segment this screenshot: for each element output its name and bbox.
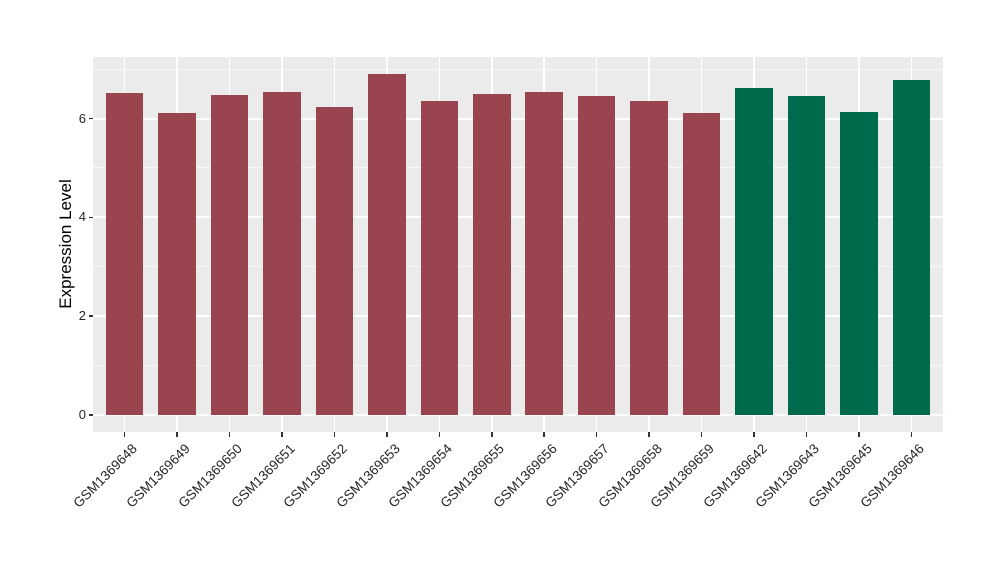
x-axis-tick xyxy=(281,432,283,437)
bar-GSM1369646 xyxy=(892,79,931,415)
minor-gridline xyxy=(93,68,943,70)
x-axis-tick xyxy=(176,432,178,437)
bar-GSM1369651 xyxy=(263,91,301,415)
bar-GSM1369656 xyxy=(525,92,563,415)
x-axis-tick xyxy=(805,432,808,437)
major-gridline xyxy=(93,413,943,416)
bar-GSM1369649 xyxy=(158,112,196,415)
y-axis-tick xyxy=(89,117,93,120)
y-axis-tick-label: 6 xyxy=(78,110,86,126)
x-axis-tick xyxy=(648,432,650,437)
x-axis-tick xyxy=(753,432,755,437)
plot-panel xyxy=(93,57,943,432)
bar-GSM1369652 xyxy=(315,107,354,415)
y-axis-tick xyxy=(89,216,93,219)
y-axis-tick-label: 4 xyxy=(78,209,86,225)
bar-GSM1369659 xyxy=(682,112,721,415)
x-axis-tick xyxy=(595,432,598,437)
bar-GSM1369645 xyxy=(840,112,878,415)
y-axis-tick-label: 2 xyxy=(78,308,86,324)
bar-GSM1369657 xyxy=(577,96,616,415)
major-gridline xyxy=(93,117,943,120)
x-axis-tick xyxy=(333,432,336,437)
x-axis-tick xyxy=(228,432,231,437)
bar-GSM1369648 xyxy=(105,92,144,415)
x-axis-tick xyxy=(386,432,388,437)
x-axis-tick xyxy=(123,432,126,437)
bar-GSM1369658 xyxy=(630,101,668,415)
bar-GSM1369642 xyxy=(735,87,773,415)
y-axis-tick-label: 0 xyxy=(78,406,86,422)
bar-GSM1369654 xyxy=(420,100,459,415)
minor-gridline xyxy=(93,266,943,268)
y-axis-tick xyxy=(89,414,93,416)
y-axis-title: Expression Level xyxy=(56,179,75,309)
x-axis-tick xyxy=(910,432,913,437)
x-axis-tick xyxy=(438,432,441,437)
x-axis-tick xyxy=(491,432,493,437)
bar-GSM1369655 xyxy=(473,94,511,415)
bar-GSM1369650 xyxy=(210,95,249,415)
bar-GSM1369643 xyxy=(787,95,826,415)
y-axis-tick xyxy=(89,315,93,317)
major-gridline xyxy=(93,315,943,318)
x-axis-tick xyxy=(700,432,703,437)
major-gridline xyxy=(93,216,943,219)
x-axis-tick xyxy=(543,432,545,437)
x-axis-tick xyxy=(858,432,860,437)
bar-GSM1369653 xyxy=(368,74,406,415)
minor-gridline xyxy=(93,365,943,367)
minor-gridline xyxy=(93,167,943,169)
